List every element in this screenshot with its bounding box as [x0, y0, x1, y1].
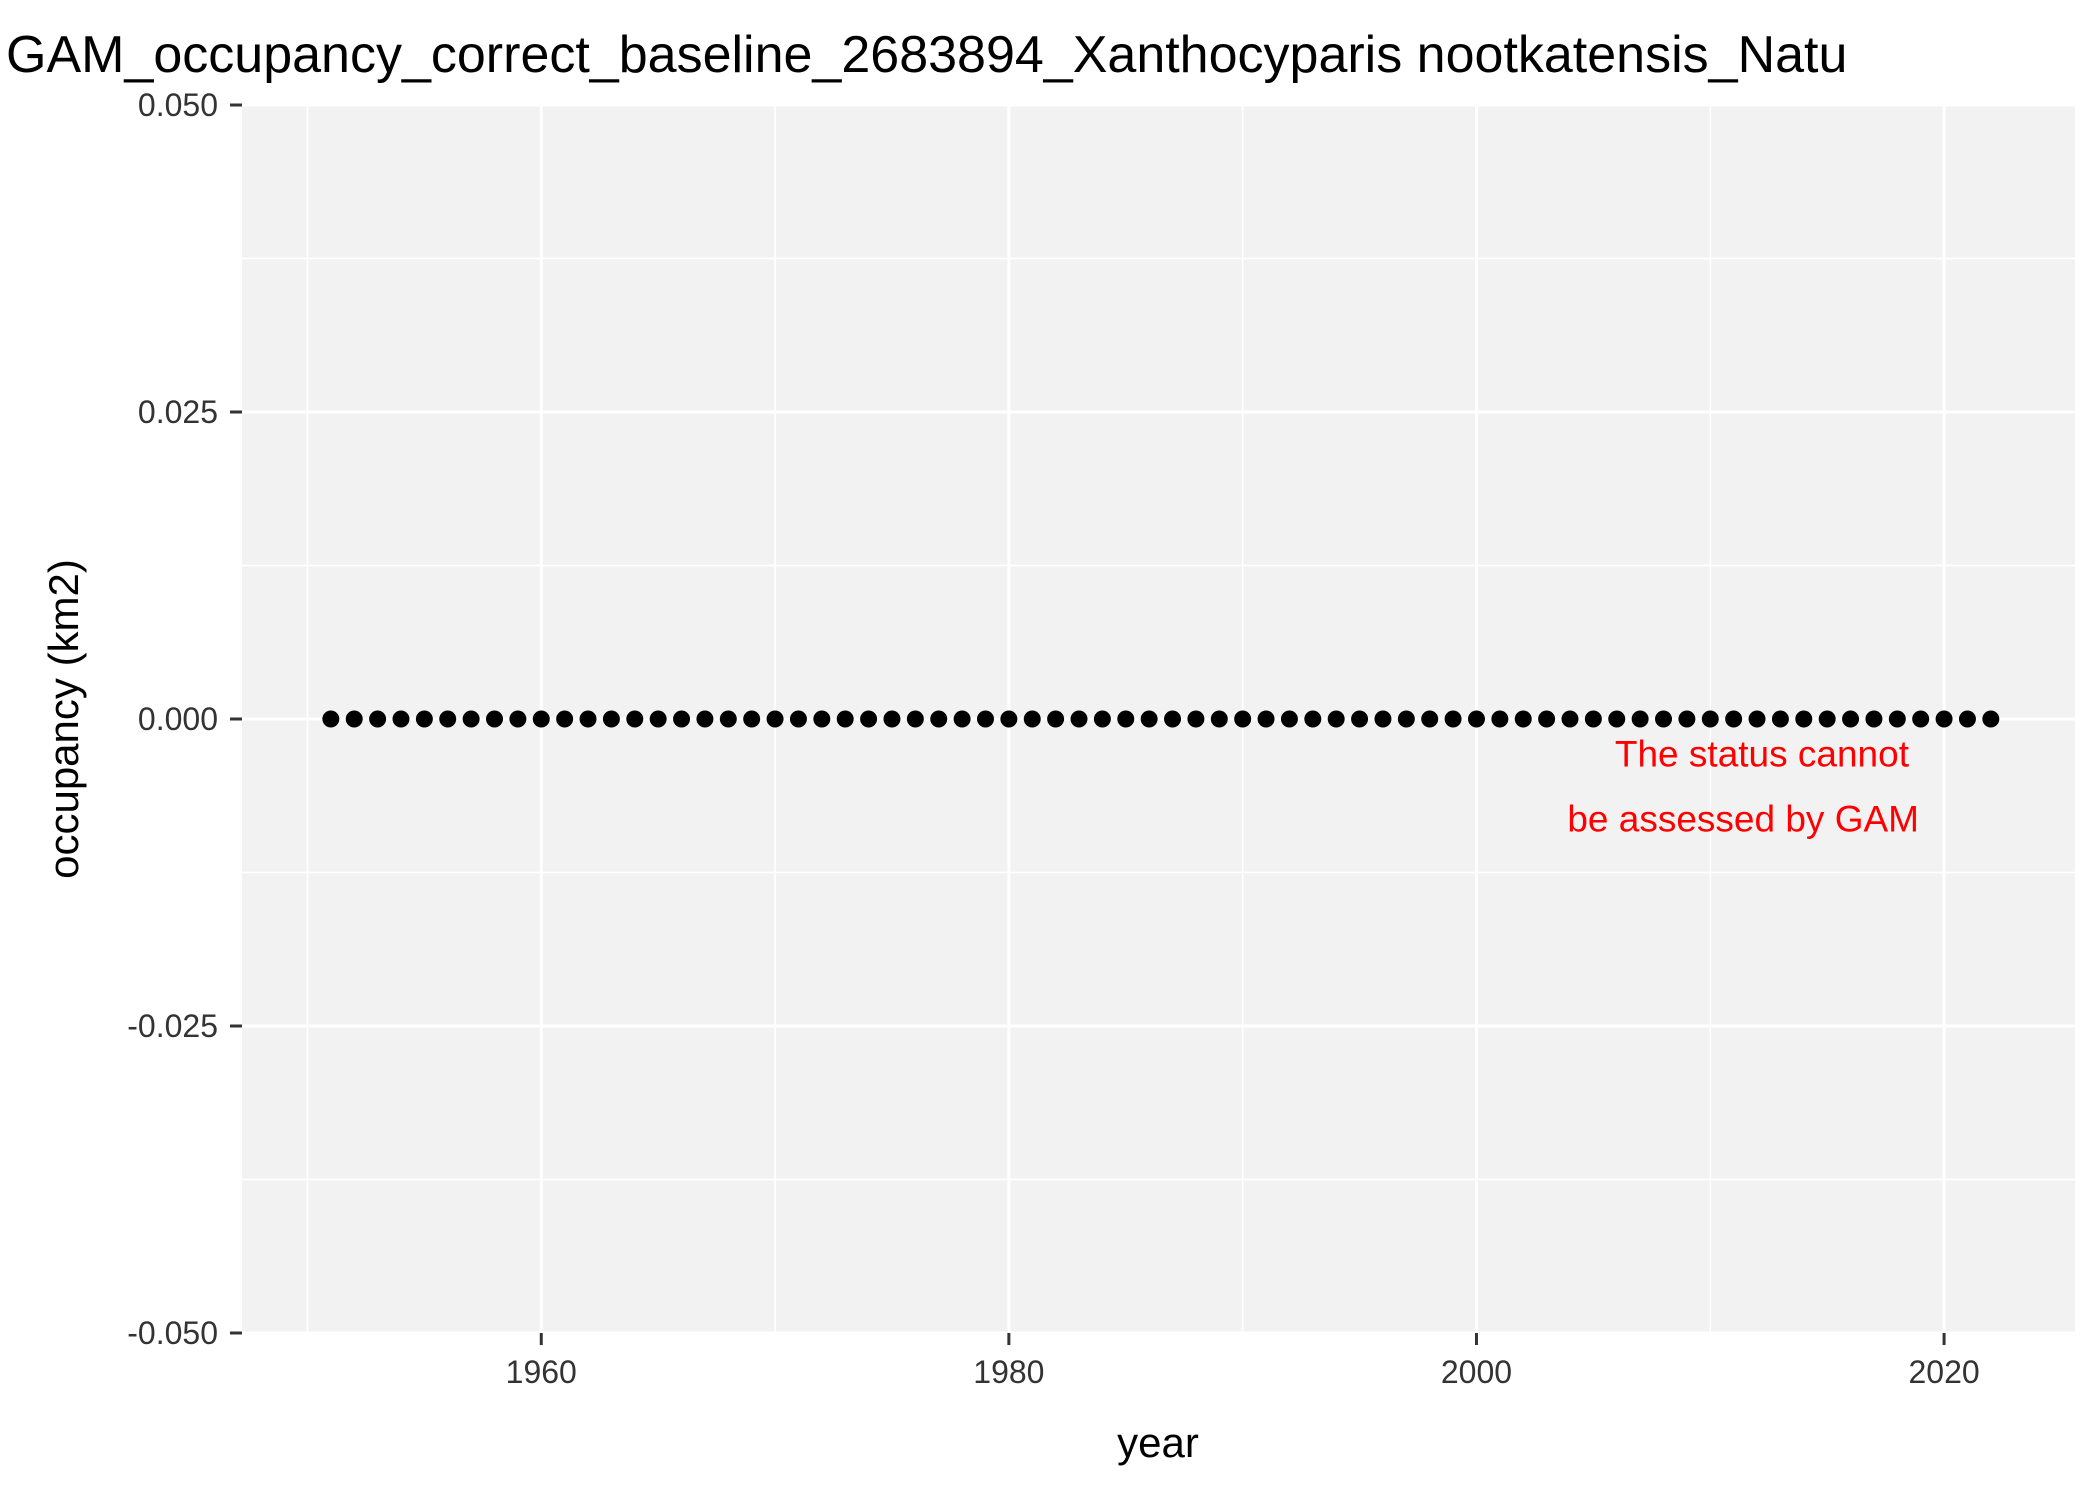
data-point [509, 710, 527, 728]
x-tick-label: 1980 [973, 1354, 1044, 1390]
data-point [1280, 710, 1298, 728]
annotation-line: be assessed by GAM [1567, 799, 1919, 840]
data-point [1982, 710, 2000, 728]
x-tick-label: 2000 [1441, 1354, 1512, 1390]
data-point [392, 710, 410, 728]
data-point [1070, 710, 1088, 728]
data-point [883, 710, 901, 728]
data-point [1888, 710, 1906, 728]
data-point [743, 710, 761, 728]
chart-title: GAM_occupancy_correct_baseline_2683894_X… [6, 26, 1847, 84]
data-point [1771, 710, 1789, 728]
data-point [813, 710, 831, 728]
data-point [1140, 710, 1158, 728]
data-point [1584, 710, 1602, 728]
data-point [1818, 710, 1836, 728]
data-point [556, 710, 574, 728]
data-point [953, 710, 971, 728]
x-tick-label: 1960 [506, 1354, 577, 1390]
data-point [1023, 710, 1041, 728]
data-point [1093, 710, 1111, 728]
data-point [1935, 710, 1953, 728]
data-point [1514, 710, 1532, 728]
data-point [1958, 710, 1976, 728]
data-point [369, 710, 387, 728]
data-point [719, 710, 737, 728]
data-point [976, 710, 994, 728]
data-point [1865, 710, 1883, 728]
y-axis-title: occupancy (km2) [40, 559, 87, 879]
data-point [766, 710, 784, 728]
data-point [1117, 710, 1135, 728]
data-point [1304, 710, 1322, 728]
data-point [1678, 710, 1696, 728]
y-tick-label: 0.000 [138, 701, 218, 737]
data-point [696, 710, 714, 728]
data-point [1421, 710, 1439, 728]
data-point [322, 710, 340, 728]
data-points [322, 710, 2000, 728]
data-point [906, 710, 924, 728]
data-point [532, 710, 550, 728]
data-point [1374, 710, 1392, 728]
data-point [1444, 710, 1462, 728]
data-point [1561, 710, 1579, 728]
annotation-line: The status cannot [1615, 734, 1910, 775]
y-tick-label: -0.050 [127, 1315, 218, 1351]
data-point [1748, 710, 1766, 728]
data-point [1467, 710, 1485, 728]
data-point [1257, 710, 1275, 728]
x-tick-label: 2020 [1908, 1354, 1979, 1390]
data-point [1491, 710, 1509, 728]
data-point [1234, 710, 1252, 728]
data-point [602, 710, 620, 728]
data-point [486, 710, 504, 728]
data-point [860, 710, 878, 728]
data-point [579, 710, 597, 728]
data-point [1655, 710, 1673, 728]
data-point [649, 710, 667, 728]
data-point [836, 710, 854, 728]
data-point [1631, 710, 1649, 728]
data-point [462, 710, 480, 728]
data-point [626, 710, 644, 728]
y-tick-label: 0.025 [138, 394, 218, 430]
data-point [1187, 710, 1205, 728]
data-point [1842, 710, 1860, 728]
data-point [1047, 710, 1065, 728]
annotation: The status cannot be assessed by GAM [1567, 734, 1919, 840]
data-point [1912, 710, 1930, 728]
data-point [1725, 710, 1743, 728]
data-point [1397, 710, 1415, 728]
y-tick-label: 0.050 [138, 87, 218, 123]
data-point [415, 710, 433, 728]
data-point [1327, 710, 1345, 728]
data-point [930, 710, 948, 728]
data-point [1795, 710, 1813, 728]
data-point [1210, 710, 1228, 728]
axes: 1960 1980 2000 2020 -0.050 -0.025 0.000 0.025 0.… [127, 87, 1979, 1390]
y-tick-label: -0.025 [127, 1008, 218, 1044]
data-point [1000, 710, 1018, 728]
data-point [789, 710, 807, 728]
data-point [1351, 710, 1369, 728]
data-point [673, 710, 691, 728]
data-point [1701, 710, 1719, 728]
data-point [1164, 710, 1182, 728]
data-point [439, 710, 457, 728]
x-axis-title: year [1117, 1419, 1199, 1466]
data-point [345, 710, 363, 728]
data-point [1538, 710, 1556, 728]
data-point [1608, 710, 1626, 728]
